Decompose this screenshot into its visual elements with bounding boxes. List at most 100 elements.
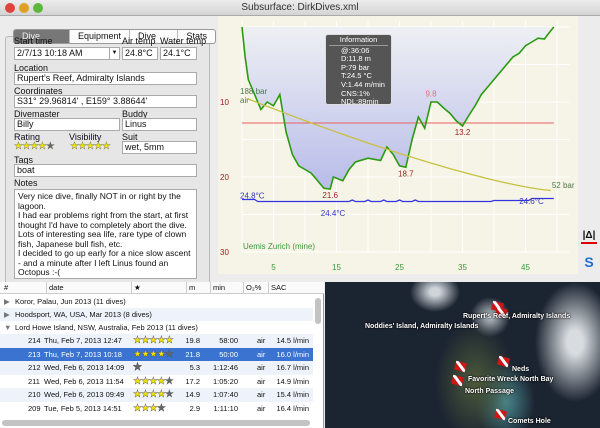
dive-profile-chart[interactable]: 10 20 30 5 15 25 35 45 188 bar air 52 bar 24.8°C 24.… — [218, 16, 578, 274]
dive-sac: 14.5 l/min — [276, 336, 309, 345]
info-line: @:36:06 — [341, 45, 370, 55]
dive-number: 214 — [28, 336, 41, 345]
dive-depth: 21.8 — [185, 349, 200, 359]
dive-rating-stars: ★★★★★ — [133, 402, 166, 414]
minimize-button[interactable] — [19, 3, 29, 13]
air-temp-field[interactable]: 24.8°C — [122, 47, 158, 60]
y-tick-label: 10 — [220, 98, 229, 107]
scale-icon[interactable]: S — [584, 254, 594, 270]
chevron-down-icon[interactable]: ▼ — [109, 48, 119, 59]
trip-row[interactable]: ▼ Lord Howe Island, NSW, Australia, Feb 2… — [0, 321, 313, 334]
dive-computer-label: Uemis Zurich (mine) — [243, 242, 315, 251]
vertical-scrollbar[interactable] — [315, 298, 321, 324]
dive-row[interactable]: 212 Wed, Feb 6, 2013 14:09 ★ ★ ★ ★ ★ 5.3 1:12:46… — [0, 361, 313, 375]
buddy-field[interactable]: Linus — [122, 118, 197, 131]
column-header[interactable]: # — [4, 283, 9, 292]
x-tick-label: 35 — [458, 263, 467, 272]
ruler-icon[interactable]: |Δ| — [581, 230, 597, 244]
column-header[interactable]: ★ — [131, 282, 186, 294]
dive-number: 209 — [28, 403, 41, 413]
satellite-imagery — [325, 282, 600, 428]
map-label: Favorite Wreck North Bay — [468, 376, 554, 383]
buddy-label: Buddy — [122, 109, 148, 119]
depth-label: 21.6 — [322, 191, 338, 200]
dive-number: 212 — [28, 363, 41, 372]
trip-label: Lord Howe Island, NSW, Australia, Feb 20… — [15, 323, 198, 332]
dive-row[interactable]: 210 Wed, Feb 6, 2013 09:49 ★★★★ ★ 14.9 1:07:4… — [0, 388, 313, 402]
disclosure-closed-icon[interactable]: ▶ — [4, 310, 10, 319]
tab-stats[interactable]: Stats — [186, 31, 207, 41]
dive-row[interactable]: 214 Thu, Feb 7, 2013 12:47 ★★★★★ 19.8 58:00 a… — [0, 334, 313, 348]
suit-label: Suit — [122, 132, 138, 142]
suit-field[interactable]: wet, 5mm — [122, 141, 197, 154]
map-label: Comets Hole — [508, 418, 551, 425]
dive-row[interactable]: 213 Thu, Feb 7, 2013 10:18 ★★★★ ★ 21.8 50:00 a… — [0, 347, 313, 361]
rating-stars[interactable]: ★★★★★ — [14, 141, 55, 152]
divemaster-field[interactable]: Billy — [14, 118, 120, 131]
divemaster-label: Divemaster — [14, 109, 60, 119]
temp-min-label: 24.4°C — [321, 209, 346, 218]
tab-equipment[interactable]: Equipment — [70, 30, 131, 43]
column-header[interactable]: m — [186, 282, 210, 294]
depth-label: 9.8 — [425, 90, 437, 99]
tags-field[interactable]: boat — [14, 164, 197, 177]
title-bar: Subsurface: DirkDives.xml — [0, 0, 600, 16]
rating-label: Rating — [14, 132, 41, 142]
dive-date: Wed, Feb 6, 2013 09:49 — [44, 390, 125, 399]
dive-depth: 14.9 — [185, 390, 200, 399]
disclosure-closed-icon[interactable]: ▶ — [4, 297, 10, 306]
depth-profile-line — [241, 26, 555, 190]
disclosure-open-icon[interactable]: ▼ — [4, 323, 12, 332]
horizontal-scrollbar[interactable] — [2, 420, 310, 426]
close-button[interactable] — [5, 3, 15, 13]
dive-gas: air — [257, 376, 266, 386]
column-header[interactable]: O₂% — [243, 282, 268, 294]
dive-sac: 14.9 l/min — [276, 376, 309, 386]
dive-date: Wed, Feb 6, 2013 14:09 — [44, 363, 125, 372]
info-line: V:1.44 m/min — [341, 79, 385, 89]
info-line: CNS:1% — [341, 88, 370, 98]
water-temp-field[interactable]: 24.1°C — [160, 47, 197, 60]
dive-duration: 1:11:10 — [213, 403, 238, 413]
info-box: Information @:36:06 D:11.8 m P:79 bar T:24.… — [325, 34, 392, 106]
dive-row[interactable]: 211 Wed, Feb 6, 2013 11:54 ★★★★ ★ 17.2 1:05:2… — [0, 375, 313, 389]
trip-label: Hoodsport, WA, USA, Mar 2013 (8 dives) — [15, 310, 152, 319]
info-line: D:11.8 m — [341, 54, 371, 64]
visibility-label: Visibility — [69, 132, 102, 142]
coordinates-field[interactable]: S31° 29.96814' , E159° 3.88644' — [14, 95, 197, 108]
dive-number: 213 — [28, 349, 41, 359]
dive-rating-stars: ★★★★★ — [133, 335, 174, 346]
map-label: Noddies' Island, Admiralty Islands — [365, 323, 479, 330]
x-tick-label: 5 — [271, 263, 276, 272]
trip-row[interactable]: ▶ Koror, Palau, Jun 2013 (11 dives) — [0, 295, 313, 308]
dive-map[interactable]: Noddies' Island, Admiralty Islands Ruper… — [325, 282, 600, 428]
dive-gas: air — [257, 403, 266, 413]
tab-dive-notes[interactable]: Dive Notes — [14, 30, 70, 43]
dive-depth: 5.3 — [189, 363, 200, 372]
dive-gas: air — [257, 336, 266, 345]
dive-depth: 2.9 — [189, 403, 200, 413]
y-tick-label: 30 — [220, 248, 229, 257]
info-line: P:79 bar — [341, 62, 370, 72]
depth-fill — [242, 27, 554, 189]
map-label: North Passage — [465, 388, 515, 395]
x-tick-label: 15 — [332, 263, 341, 272]
column-header[interactable]: date — [46, 282, 131, 294]
dive-depth: 19.8 — [185, 336, 200, 345]
map-label: Neds — [512, 366, 530, 373]
tab-dive-info[interactable]: Dive Info — [130, 30, 179, 43]
visibility-stars[interactable]: ★★★★★ — [70, 141, 111, 152]
location-field[interactable]: Rupert's Reef, Admiralty Islands — [14, 72, 197, 85]
column-header[interactable]: SAC — [268, 282, 309, 294]
dive-row[interactable]: 209 Tue, Feb 5, 2013 14:51 ★★★ ★ ★ 2.9 1:11:10… — [0, 402, 313, 416]
notes-textarea[interactable]: Very nice dive, finally NOT in or right … — [14, 189, 197, 279]
zoom-button[interactable] — [33, 3, 43, 13]
pressure-start-label: 188 bar — [240, 87, 267, 96]
column-header[interactable]: min — [210, 282, 243, 294]
tank-pressure-line — [248, 98, 551, 192]
gas-label: air — [240, 96, 249, 105]
trip-row[interactable]: ▶ Hoodsport, WA, USA, Mar 2013 (8 dives) — [0, 308, 313, 321]
dive-rating-stars: ★★★★★ — [133, 375, 174, 387]
start-time-field[interactable]: 2/7/13 10:18 AM ▼ — [14, 47, 120, 60]
